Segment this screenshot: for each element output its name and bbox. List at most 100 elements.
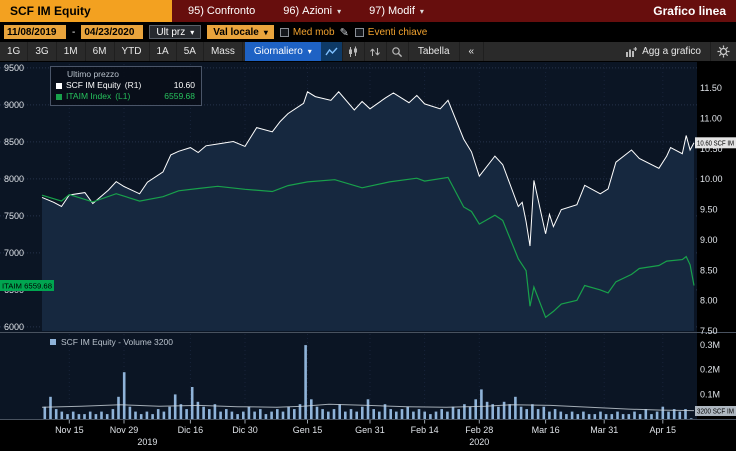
chevron-down-icon: ▾ [307, 47, 312, 56]
price-series-swatch [56, 82, 62, 89]
svg-text:8500: 8500 [4, 137, 24, 147]
menu-confronto[interactable]: 95) Confronto [188, 5, 255, 17]
chart-toolbar: 1G 3G 1M 6M YTD 1A 5A Mass Giornaliero ▾ [0, 42, 736, 62]
zoom-button[interactable] [387, 42, 409, 61]
legend-series-name: ITAIM Index [66, 91, 112, 101]
checkbox-icon[interactable] [354, 27, 364, 37]
checkbox-icon[interactable] [279, 27, 289, 37]
svg-text:Gen 15: Gen 15 [293, 425, 323, 435]
updown-arrows-button[interactable] [365, 42, 387, 61]
date-to-input[interactable] [81, 25, 144, 39]
magnifier-icon [392, 46, 403, 57]
chevron-down-icon: ▾ [190, 27, 195, 37]
volume-bars [43, 345, 693, 419]
candlestick-type-button[interactable] [343, 42, 365, 61]
svg-text:7.50: 7.50 [700, 326, 718, 336]
svg-text:Dic 30: Dic 30 [232, 425, 258, 435]
security-ticker[interactable]: SCF IM Equity [0, 0, 172, 22]
right-axis-labels: 11.50 11.00 10.50 10.00 9.50 9.00 8.50 8.00 7.50 [700, 83, 723, 336]
legend-series-name: SCF IM Equity [66, 80, 121, 90]
volume-ma-line [41, 403, 695, 412]
volume-legend-label: SCF IM Equity - Volume 3200 [61, 337, 173, 347]
menu-number: 95) [188, 5, 204, 17]
legend-item-index: ITAIM Index (L1) 6559.68 [56, 91, 195, 102]
index-series-swatch [56, 93, 62, 100]
svg-text:0.1M: 0.1M [700, 389, 720, 399]
period-1g-button[interactable]: 1G [0, 42, 29, 61]
svg-text:8000: 8000 [4, 174, 24, 184]
chevron-down-icon: ▾ [419, 6, 424, 16]
line-chart-type-button[interactable] [320, 42, 343, 61]
chart-area[interactable]: 9500900085008000750070006500600011.5011.… [0, 62, 736, 451]
agg-a-grafico-button[interactable]: Agg a grafico [616, 42, 710, 61]
svg-text:Nov 15: Nov 15 [55, 425, 84, 435]
menu-number: 96) [283, 5, 300, 17]
svg-text:10.60 SCF IM: 10.60 SCF IM [697, 141, 734, 148]
menu-modif[interactable]: 97) Modif ▾ [369, 5, 424, 17]
chevron-down-icon: ▾ [263, 27, 268, 37]
svg-text:11.50: 11.50 [700, 83, 722, 93]
legend-series-value: 6559.68 [164, 91, 195, 101]
price-volume-chart[interactable]: 9500900085008000750070006500600011.5011.… [0, 62, 736, 451]
line-chart-icon [325, 47, 338, 55]
svg-text:8.50: 8.50 [700, 265, 718, 275]
date-from-input[interactable] [4, 25, 66, 39]
period-mass-button[interactable]: Mass [204, 42, 243, 61]
svg-text:7500: 7500 [4, 211, 24, 221]
price-type-select[interactable]: Ult prz ▾ [149, 25, 202, 39]
svg-text:Dic 16: Dic 16 [178, 425, 204, 435]
menu-number: 97) [369, 5, 386, 17]
med-mob-checkbox[interactable]: Med mob ✎ [279, 26, 349, 39]
svg-text:9000: 9000 [4, 100, 24, 110]
x-axis-labels: Nov 15 Nov 29 Dic 16 Dic 30 Gen 15 Gen 31 Feb … [55, 420, 676, 447]
svg-text:Mar 16: Mar 16 [532, 425, 560, 435]
value-badges: 10.60 SCF IM ITAIM 6559.68 3200 SCF IM [0, 137, 736, 416]
svg-text:7000: 7000 [4, 248, 24, 258]
menu-azioni[interactable]: 96) Azioni ▾ [283, 5, 341, 17]
collapse-button[interactable]: « [460, 42, 485, 61]
svg-text:Feb 28: Feb 28 [465, 425, 493, 435]
legend-item-price: SCF IM Equity (R1) 10.60 [56, 80, 195, 91]
svg-text:11.00: 11.00 [700, 113, 722, 123]
menu-label: Confronto [206, 5, 256, 17]
svg-text:2019: 2019 [137, 437, 157, 447]
svg-text:Nov 29: Nov 29 [110, 425, 139, 435]
tabella-button[interactable]: Tabella [409, 42, 460, 61]
period-3g-button[interactable]: 3G [28, 42, 57, 61]
eventi-chiave-checkbox[interactable]: Eventi chiave [354, 27, 427, 38]
currency-label: Val locale [213, 26, 259, 38]
volume-axis-labels: 0.3M 0.2M 0.1M [700, 340, 720, 399]
chart-legend[interactable]: Ultimo prezzo SCF IM Equity (R1) 10.60 I… [50, 66, 202, 106]
legend-series-axis: (R1) [124, 80, 142, 90]
svg-text:ITAIM 6559.68: ITAIM 6559.68 [2, 283, 52, 290]
volume-legend[interactable]: SCF IM Equity - Volume 3200 [50, 337, 173, 347]
svg-text:6000: 6000 [4, 322, 24, 332]
med-mob-label: Med mob [292, 26, 335, 38]
toolbar-spacer [484, 42, 616, 61]
period-1a-button[interactable]: 1A [150, 42, 177, 61]
menu-label: Azioni [302, 5, 333, 17]
currency-select[interactable]: Val locale ▾ [207, 25, 274, 39]
frequency-label: Giornaliero [253, 46, 303, 57]
legend-series-value: 10.60 [173, 80, 195, 90]
pencil-icon[interactable]: ✎ [339, 26, 349, 39]
svg-text:Gen 31: Gen 31 [355, 425, 385, 435]
add-chart-icon [626, 46, 638, 57]
period-6m-button[interactable]: 6M [86, 42, 115, 61]
menu-bar: 95) Confronto 96) Azioni ▾ 97) Modif ▾ [188, 0, 424, 22]
svg-text:2020: 2020 [469, 437, 489, 447]
period-ytd-button[interactable]: YTD [115, 42, 150, 61]
frequency-select[interactable]: Giornaliero ▾ [244, 42, 321, 61]
legend-title: Ultimo prezzo [67, 69, 119, 79]
chevron-down-icon: ▾ [337, 6, 342, 16]
svg-text:0.2M: 0.2M [700, 365, 720, 375]
settings-toolbar: - Ult prz ▾ Val locale ▾ Med mob ✎ Event… [0, 22, 736, 42]
period-1m-button[interactable]: 1M [57, 42, 86, 61]
settings-gear-button[interactable] [710, 42, 736, 61]
agg-a-grafico-label: Agg a grafico [642, 46, 701, 57]
svg-text:10.00: 10.00 [700, 174, 723, 184]
svg-text:Mar 31: Mar 31 [590, 425, 618, 435]
period-5a-button[interactable]: 5A [177, 42, 204, 61]
svg-text:8.00: 8.00 [700, 296, 718, 306]
